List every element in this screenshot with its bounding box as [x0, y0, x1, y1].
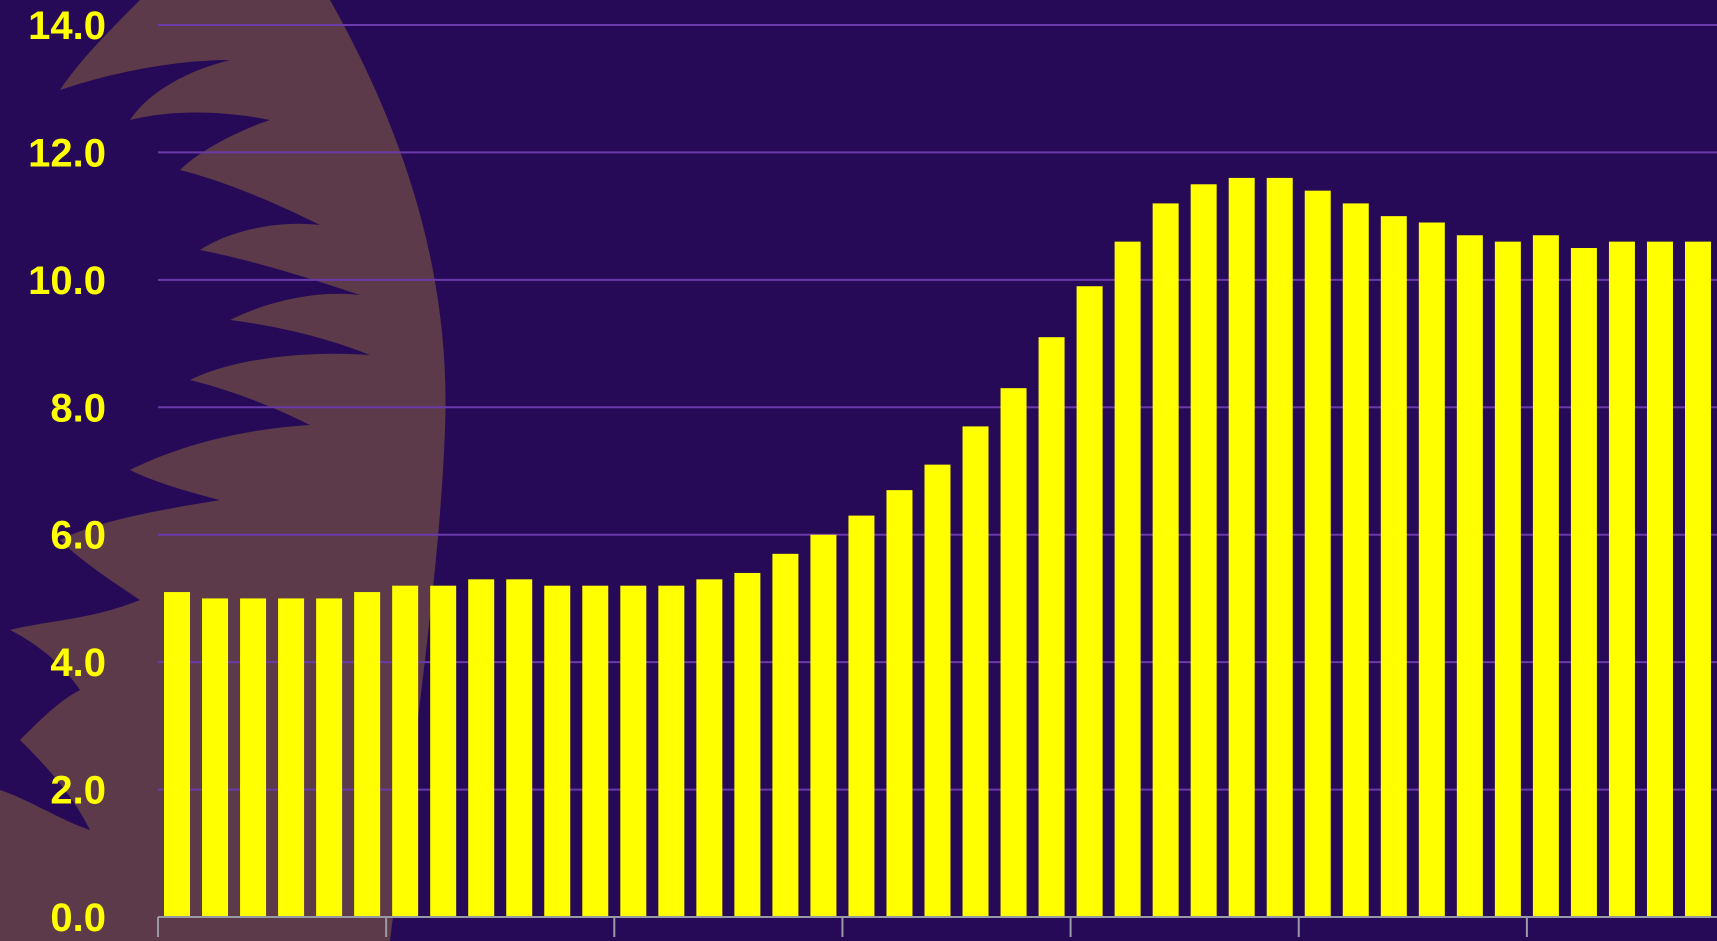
bar: [1646, 241, 1673, 918]
bar-series: [164, 177, 1711, 918]
bar: [772, 553, 799, 917]
bar: [696, 579, 723, 917]
bar: [1114, 241, 1141, 918]
y-tick-label: 10.0: [28, 259, 106, 303]
bar: [620, 585, 647, 917]
x-axis: [157, 916, 1717, 937]
bar: [924, 464, 951, 917]
y-tick-label: 4.0: [50, 641, 106, 685]
bar: [1266, 177, 1293, 917]
bar: [468, 579, 495, 917]
y-tick-label: 14.0: [28, 4, 106, 48]
bar: [582, 585, 609, 917]
bar: [202, 598, 229, 917]
bar: [734, 572, 761, 917]
bar: [392, 585, 419, 917]
bar: [848, 515, 875, 917]
y-tick-label: 0.0: [50, 896, 106, 940]
bar: [1076, 286, 1103, 917]
bar: [316, 598, 343, 917]
y-tick-label: 8.0: [50, 386, 106, 430]
bar: [506, 579, 533, 917]
bar: [1684, 241, 1711, 918]
bar: [1418, 222, 1445, 917]
y-tick-label: 12.0: [28, 131, 106, 175]
bar: [1190, 184, 1217, 918]
bar: [1456, 235, 1483, 917]
bar: [1342, 203, 1369, 917]
bar: [430, 585, 457, 917]
bar: [658, 585, 685, 917]
bar: [164, 592, 191, 917]
bar: [240, 598, 267, 917]
bar: [354, 592, 381, 917]
bar: [1494, 241, 1521, 918]
bar: [1608, 241, 1635, 918]
y-tick-label: 2.0: [50, 769, 106, 813]
bar: [962, 426, 989, 917]
bar: [810, 534, 837, 917]
bar: [1000, 388, 1027, 918]
bar: [1380, 216, 1407, 918]
bar: [886, 490, 913, 917]
y-axis-tick-labels: 0.0 2.0 4.0 6.0 8.0 10.0 12.0 14.0: [28, 4, 106, 940]
y-tick-label: 6.0: [50, 514, 106, 558]
bar: [278, 598, 305, 917]
bar: [544, 585, 571, 917]
bar: [1532, 235, 1559, 917]
bar: [1570, 248, 1597, 917]
bar: [1228, 177, 1255, 917]
bar: [1152, 203, 1179, 917]
bar: [1038, 337, 1065, 917]
bar: [1304, 190, 1331, 917]
